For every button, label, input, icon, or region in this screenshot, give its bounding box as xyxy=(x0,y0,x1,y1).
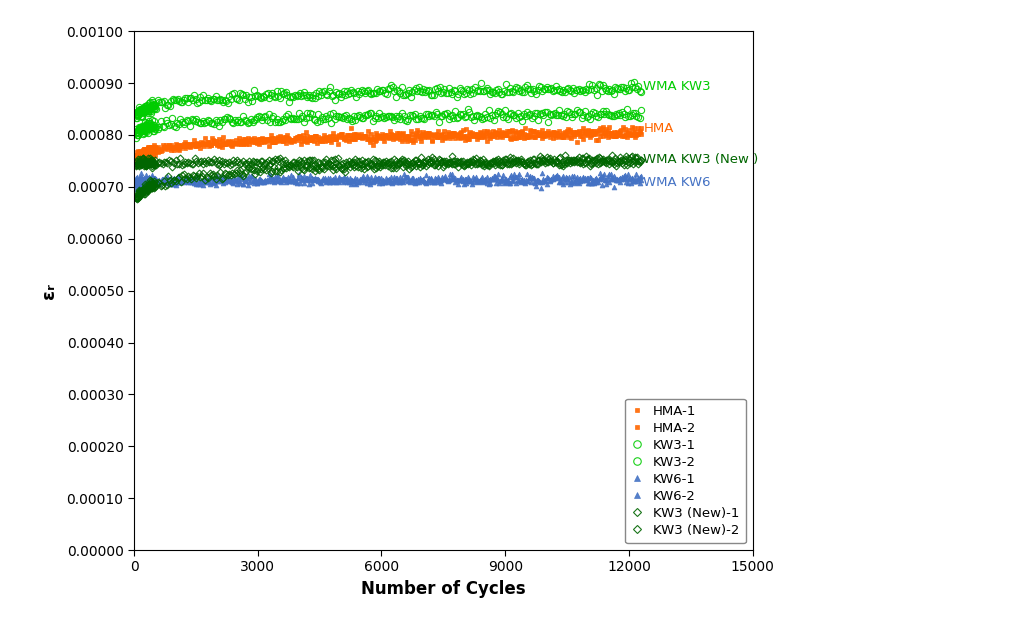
HMA-1 xyxy=(133,158,145,166)
KW6-2 xyxy=(479,175,492,182)
KW6-2 xyxy=(535,169,547,176)
KW3-1 xyxy=(410,87,423,94)
HMA-1 xyxy=(141,153,154,161)
KW3-2 xyxy=(477,114,490,122)
HMA-2 xyxy=(362,136,374,143)
KW3-2 xyxy=(388,117,400,124)
KW3 (New)-1 xyxy=(269,167,281,174)
KW3-1 xyxy=(628,78,640,86)
KW6-2 xyxy=(299,174,311,181)
HMA-1 xyxy=(130,157,142,164)
Legend: HMA-1, HMA-2, KW3-1, KW3-2, KW6-1, KW6-2, KW3 (New)-1, KW3 (New)-2: HMA-1, HMA-2, KW3-1, KW3-2, KW6-1, KW6-2… xyxy=(626,399,746,543)
KW3 (New)-2 xyxy=(364,159,376,167)
KW3 (New)-2 xyxy=(130,161,142,168)
KW6-1 xyxy=(269,173,281,181)
Text: WMA KW3: WMA KW3 xyxy=(643,80,711,93)
Line: KW6-2: KW6-2 xyxy=(134,171,643,192)
KW6-1 xyxy=(141,174,154,181)
KW6-1 xyxy=(534,184,546,191)
KW3-2 xyxy=(130,134,142,142)
HMA-2 xyxy=(130,155,142,162)
KW6-1 xyxy=(135,169,147,177)
KW3 (New)-1 xyxy=(226,169,238,176)
Line: KW3-1: KW3-1 xyxy=(133,79,644,121)
KW6-1 xyxy=(635,176,647,183)
Line: KW3 (New)-2: KW3 (New)-2 xyxy=(134,154,643,170)
HMA-1 xyxy=(269,134,281,141)
HMA-1 xyxy=(635,124,647,132)
KW3-2 xyxy=(621,105,633,112)
Y-axis label: εᵣ: εᵣ xyxy=(40,282,59,299)
KW6-1 xyxy=(226,176,238,184)
Line: KW6-1: KW6-1 xyxy=(134,171,643,190)
KW3 (New)-1 xyxy=(410,159,423,166)
HMA-2 xyxy=(598,128,610,136)
KW6-2 xyxy=(364,179,376,186)
KW3-2 xyxy=(362,111,374,118)
HMA-2 xyxy=(298,137,310,144)
HMA-1 xyxy=(226,138,238,145)
HMA-1 xyxy=(410,126,423,134)
KW3 (New)-1 xyxy=(467,156,479,163)
KW3-1 xyxy=(141,103,154,111)
KW3-1 xyxy=(467,89,479,97)
KW3-2 xyxy=(492,107,504,115)
Line: HMA-1: HMA-1 xyxy=(134,125,643,164)
KW3-2 xyxy=(298,118,310,126)
Line: HMA-2: HMA-2 xyxy=(134,131,643,161)
KW6-2 xyxy=(147,179,160,187)
KW3 (New)-2 xyxy=(495,161,507,169)
KW3 (New)-2 xyxy=(146,164,159,171)
KW6-2 xyxy=(390,174,402,181)
KW3 (New)-1 xyxy=(635,156,647,164)
KW3 (New)-1 xyxy=(470,160,483,168)
KW3 (New)-2 xyxy=(445,152,458,160)
KW3-1 xyxy=(130,114,142,122)
KW3-1 xyxy=(226,91,238,98)
KW3 (New)-2 xyxy=(299,161,311,168)
Text: WMA KW3 (New ): WMA KW3 (New ) xyxy=(643,153,759,166)
X-axis label: Number of Cycles: Number of Cycles xyxy=(361,580,526,598)
KW6-1 xyxy=(470,176,483,183)
HMA-2 xyxy=(477,134,490,141)
Line: KW3 (New)-1: KW3 (New)-1 xyxy=(134,152,643,202)
KW3 (New)-2 xyxy=(480,159,493,166)
KW3 (New)-2 xyxy=(635,156,647,164)
KW6-2 xyxy=(130,181,142,189)
KW6-1 xyxy=(410,178,423,186)
Line: KW3-2: KW3-2 xyxy=(133,106,644,141)
KW6-2 xyxy=(131,186,143,193)
HMA-2 xyxy=(388,133,400,141)
KW3-1 xyxy=(131,114,143,122)
KW6-2 xyxy=(494,177,506,184)
KW3 (New)-2 xyxy=(390,158,402,165)
KW6-1 xyxy=(130,174,142,181)
HMA-2 xyxy=(635,130,647,138)
KW3 (New)-1 xyxy=(559,151,571,159)
Text: HMA: HMA xyxy=(643,122,673,135)
KW3 (New)-1 xyxy=(131,196,143,203)
KW3-1 xyxy=(269,93,281,101)
KW3 (New)-1 xyxy=(130,194,142,202)
KW3-1 xyxy=(635,88,647,96)
HMA-1 xyxy=(470,131,483,138)
HMA-2 xyxy=(492,131,504,138)
KW3-1 xyxy=(470,87,483,94)
KW6-2 xyxy=(635,173,647,180)
KW3 (New)-2 xyxy=(147,159,160,166)
Text: WMA KW6: WMA KW6 xyxy=(643,176,710,189)
KW3-2 xyxy=(146,124,159,132)
KW3 (New)-1 xyxy=(141,188,154,195)
HMA-2 xyxy=(146,144,159,152)
KW6-1 xyxy=(467,178,479,186)
HMA-1 xyxy=(467,131,479,139)
KW3-2 xyxy=(635,106,647,114)
HMA-1 xyxy=(603,123,616,131)
